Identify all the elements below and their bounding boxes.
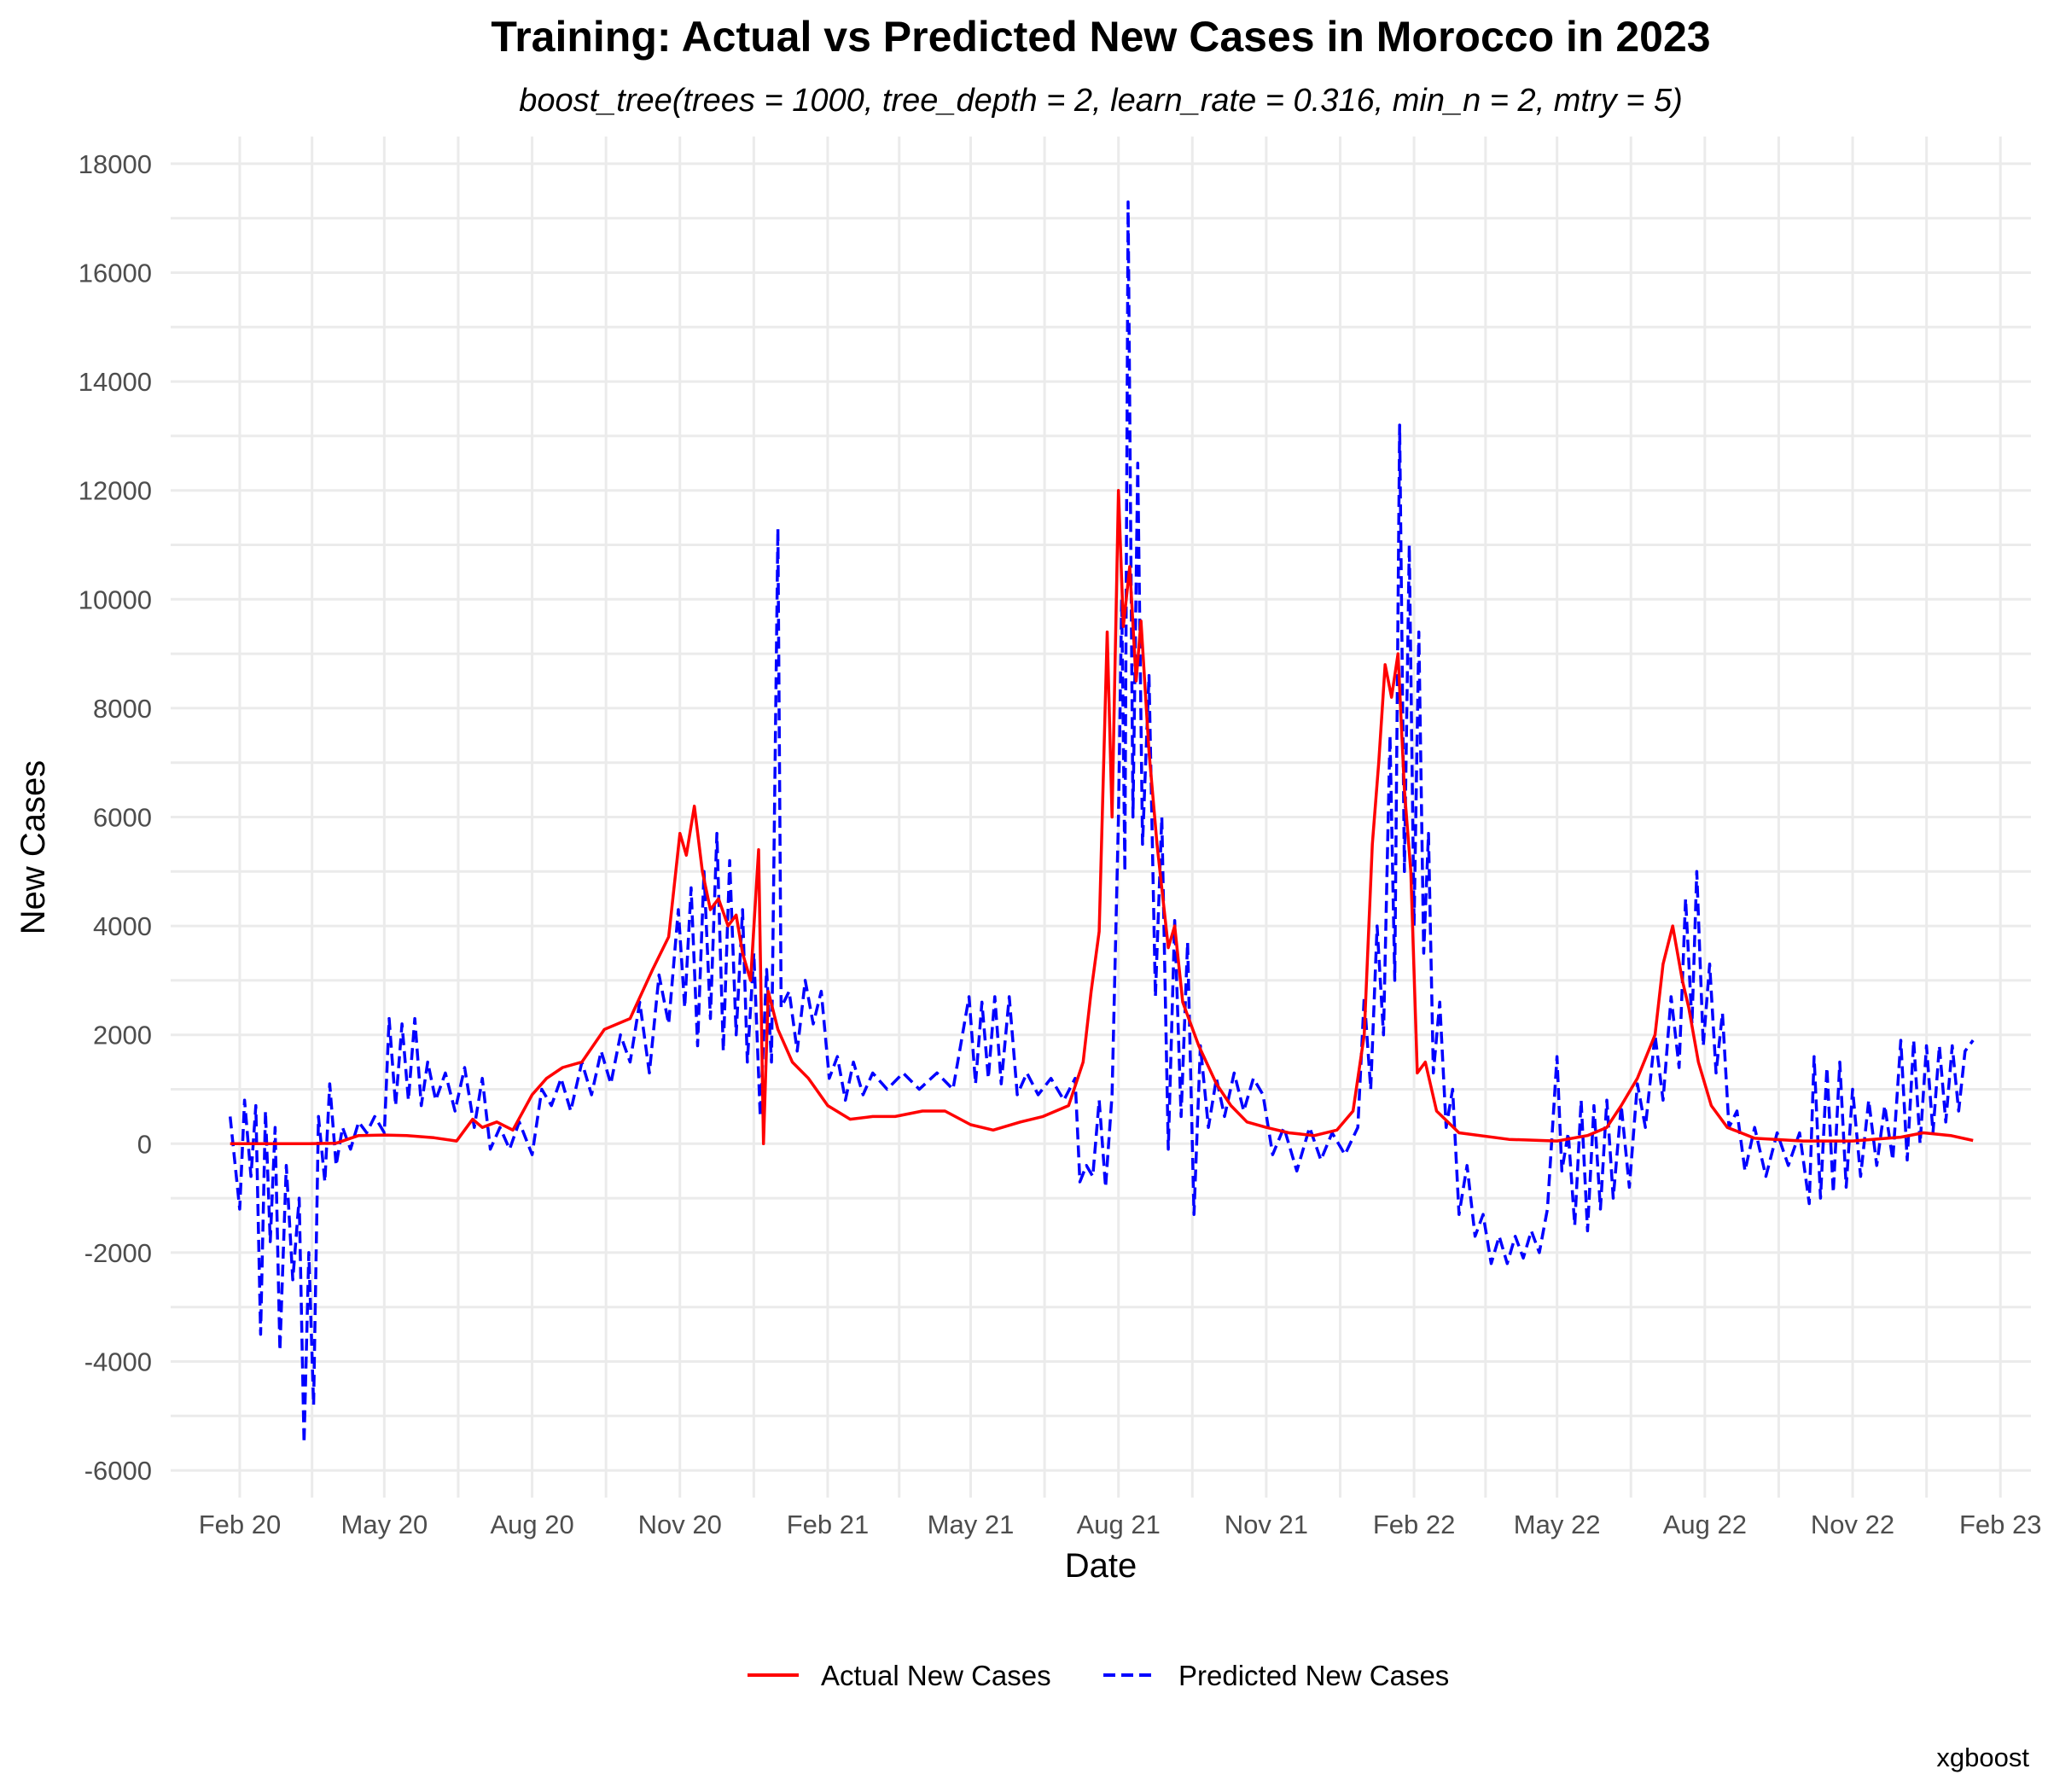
chart-title: Training: Actual vs Predicted New Cases … — [491, 13, 1710, 61]
legend: Actual New Cases Predicted New Cases — [748, 1660, 1449, 1691]
legend-label-actual: Actual New Cases — [821, 1660, 1051, 1691]
x-tick-label: Aug 20 — [490, 1510, 573, 1539]
x-tick-label: May 22 — [1514, 1510, 1601, 1539]
y-tick-label: 12000 — [79, 476, 152, 506]
gridlines — [171, 137, 2031, 1498]
y-tick-label: 16000 — [79, 259, 152, 288]
chart-caption: xgboost — [1936, 1743, 2029, 1772]
y-tick-label: 6000 — [93, 803, 152, 833]
y-tick-label: 8000 — [93, 694, 152, 724]
y-tick-label: 14000 — [79, 367, 152, 397]
y-tick-label: -2000 — [84, 1238, 152, 1268]
x-tick-label: Feb 22 — [1373, 1510, 1456, 1539]
chart-subtitle: boost_tree(trees = 1000, tree_depth = 2,… — [519, 83, 1683, 119]
plot-series — [228, 200, 1975, 1445]
series-line-predicted — [228, 200, 1975, 1445]
y-tick-label: 18000 — [79, 149, 152, 179]
y-tick-label: 0 — [137, 1129, 152, 1159]
legend-label-predicted: Predicted New Cases — [1178, 1660, 1449, 1691]
y-tick-label: -4000 — [84, 1347, 152, 1377]
y-tick-label: 4000 — [93, 911, 152, 941]
y-axis-tick-labels: -6000 -4000 -2000 0 2000 4000 6000 8000 10000 120… — [79, 149, 152, 1486]
x-tick-label: Nov 22 — [1811, 1510, 1894, 1539]
x-tick-label: Feb 20 — [199, 1510, 282, 1539]
series-line-actual — [230, 488, 1974, 1146]
x-tick-label: Aug 22 — [1663, 1510, 1747, 1539]
x-tick-label: Feb 23 — [1959, 1510, 2042, 1539]
x-axis-title: Date — [1065, 1547, 1137, 1585]
x-tick-label: Nov 20 — [638, 1510, 722, 1539]
x-tick-label: Aug 21 — [1077, 1510, 1161, 1539]
y-tick-label: 10000 — [79, 585, 152, 614]
y-tick-label: -6000 — [84, 1456, 152, 1486]
y-tick-label: 2000 — [93, 1021, 152, 1050]
y-axis-title: New Cases — [15, 760, 52, 935]
x-tick-label: May 21 — [928, 1510, 1015, 1539]
x-tick-label: Nov 21 — [1225, 1510, 1308, 1539]
x-tick-label: May 20 — [341, 1510, 428, 1539]
x-axis-tick-labels: Feb 20 May 20 Aug 20 Nov 20 Feb 21 May 21 Aug … — [199, 1510, 2042, 1539]
x-tick-label: Feb 21 — [787, 1510, 870, 1539]
